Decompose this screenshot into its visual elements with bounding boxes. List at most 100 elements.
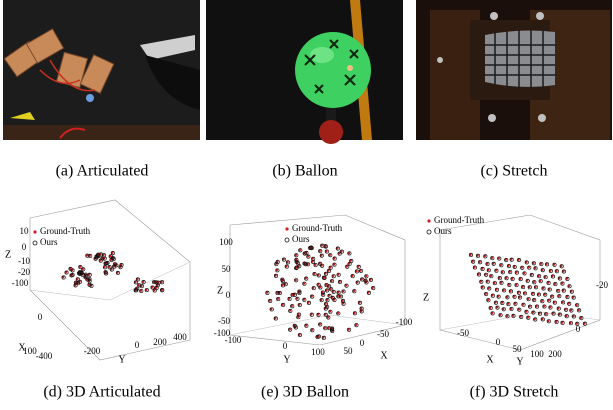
est-point [520,265,525,270]
est-point [107,265,112,270]
est-point [568,321,573,326]
legend-label: Ground-Truth [292,223,343,233]
est-point [335,246,340,251]
legend-swatch [32,240,38,246]
est-point [311,286,316,291]
est-point [522,271,527,276]
est-point [322,275,327,280]
est-point [548,305,553,310]
photo-ballon [206,0,403,144]
est-point [526,297,531,302]
est-point [293,325,298,330]
est-point [73,283,78,288]
legend-swatch [284,237,290,243]
est-point [567,301,572,306]
est-point [160,280,165,285]
est-point [328,309,333,314]
est-point [517,295,523,300]
est-point [309,312,314,317]
est-point [139,284,144,289]
z-tick-label: 50 [222,264,232,274]
est-point [521,285,526,290]
est-point [505,314,510,319]
est-point [354,269,359,274]
est-point [543,275,548,280]
est-point [341,301,346,306]
est-point [294,259,299,264]
est-point [313,262,318,268]
est-point [110,255,115,260]
est-point [75,277,80,282]
z-tick-label: -100 [214,328,231,338]
est-point [338,294,344,299]
est-point [560,281,565,286]
est-point [352,289,357,294]
est-point [516,290,521,295]
z-axis-label: Z [5,249,11,260]
est-point [330,295,335,300]
est-point [582,321,587,326]
est-point [554,269,559,274]
est-point [326,315,331,320]
est-point [506,302,511,307]
z-tick-label: -10 [18,256,30,266]
est-point [61,275,66,280]
est-point [368,277,374,282]
est-point [320,290,325,295]
est-point [288,308,293,313]
est-point [304,323,309,328]
est-point [533,285,539,290]
est-point [480,285,485,290]
y-axis-label: Y [283,354,290,365]
est-point [557,294,562,299]
est-point [288,327,293,332]
est-point [287,296,292,302]
est-point [98,258,103,263]
est-point [154,280,159,285]
y-tick-label: 0 [496,337,501,347]
est-point [485,261,490,267]
est-point [537,274,542,279]
est-point [309,246,314,251]
est-point [345,264,350,269]
est-point [556,306,561,311]
est-point [546,319,551,324]
est-point [295,296,300,301]
est-point [488,305,493,311]
est-point [538,279,543,284]
est-point [540,317,545,322]
est-point [371,286,376,291]
est-point [64,270,69,275]
est-point [324,288,330,293]
est-point [527,265,532,270]
est-point [290,293,295,298]
est-point [137,283,142,288]
est-point [485,279,490,284]
est-point [332,256,337,261]
legend-swatch [285,227,289,231]
est-point [509,257,514,262]
y-tick-label: -200 [84,346,101,356]
est-point [316,273,321,278]
caption: (e) 3D Ballon [261,384,349,401]
est-point [505,295,510,300]
est-point [557,276,562,281]
est-point [536,292,541,297]
est-point [347,251,352,256]
est-point [561,288,566,293]
est-point [543,292,548,297]
est-point [77,271,83,277]
est-point [354,323,359,328]
est-point [337,251,342,256]
est-point [77,279,82,284]
est-point [144,288,149,293]
est-point [521,302,526,307]
est-point [104,271,109,276]
est-point [139,288,144,294]
est-point [88,253,93,259]
est-point [73,280,79,285]
est-point [319,253,324,258]
est-point [496,294,501,299]
est-point [498,313,503,318]
est-point [508,289,514,294]
